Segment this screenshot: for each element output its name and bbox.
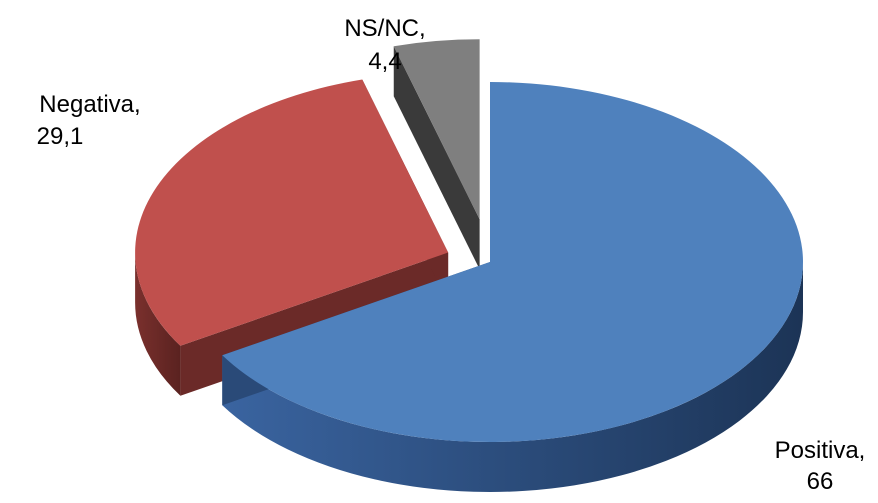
slice-label-positiva-value: 66 — [807, 468, 834, 495]
pie-top-negativa — [135, 79, 449, 346]
pie-wall-nsnc-0 — [393, 46, 480, 270]
slice-label-nsnc-value: 4,4 — [368, 48, 401, 75]
pie-slice-positiva — [222, 82, 803, 493]
pie-slice-nsnc — [393, 39, 480, 270]
pie-top-nsnc — [393, 39, 480, 220]
pie-top-positiva — [222, 82, 803, 442]
slices-layer — [135, 39, 803, 493]
slice-label-negativa-name: Negativa, — [39, 91, 140, 118]
slice-label-nsnc-name: NS/NC, — [344, 15, 425, 42]
slice-label-negativa-value: 29,1 — [37, 123, 84, 150]
slice-label-positiva-name: Positiva, — [775, 437, 866, 464]
pie-side-negativa — [135, 252, 181, 396]
labels-layer: Positiva, 66 Negativa, 29,1 NS/NC, 4,4 — [37, 15, 866, 495]
pie-side-positiva — [222, 262, 803, 493]
